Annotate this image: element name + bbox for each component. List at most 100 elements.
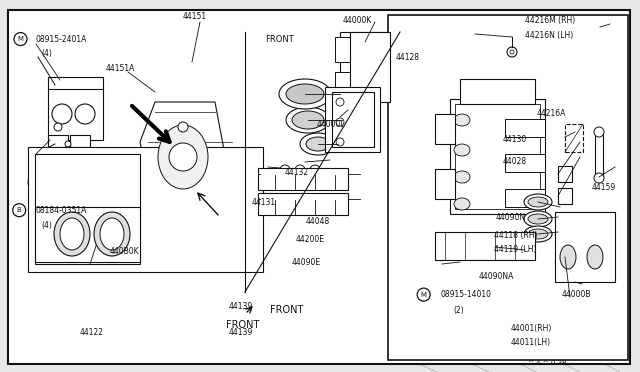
Text: 44119 (LH): 44119 (LH) [494, 246, 536, 254]
Bar [258, 193, 348, 215]
Ellipse shape [524, 194, 552, 210]
Text: 08184-0351A: 08184-0351A [35, 206, 86, 215]
Ellipse shape [279, 79, 331, 109]
Bar [340, 32, 385, 87]
Circle shape [65, 141, 71, 147]
Text: FRONT: FRONT [270, 305, 303, 315]
Ellipse shape [454, 171, 470, 183]
Circle shape [510, 50, 514, 54]
Text: 44216M (RH): 44216M (RH) [525, 16, 575, 25]
Text: 44000L: 44000L [317, 120, 346, 129]
Text: 44048: 44048 [306, 217, 330, 226]
Bar [48, 77, 103, 89]
Circle shape [295, 165, 305, 175]
Circle shape [507, 47, 517, 57]
Bar [460, 79, 535, 104]
Text: FRONT: FRONT [266, 35, 294, 44]
Ellipse shape [524, 211, 552, 227]
Bar [565, 124, 583, 152]
Text: 44216A: 44216A [536, 109, 566, 118]
Bar [555, 212, 615, 282]
Circle shape [336, 98, 344, 106]
Text: M: M [17, 36, 24, 42]
Text: 44090E: 44090E [291, 258, 321, 267]
Text: 44159: 44159 [592, 183, 616, 192]
Bar [450, 99, 545, 214]
Circle shape [336, 138, 344, 146]
Bar [388, 15, 628, 360]
Text: B: B [17, 207, 22, 213]
Text: 44216N (LH): 44216N (LH) [525, 31, 573, 40]
Text: 44139: 44139 [229, 328, 253, 337]
Circle shape [594, 173, 604, 183]
Text: 44151A: 44151A [106, 64, 135, 73]
Bar [325, 87, 380, 152]
Bar [505, 119, 545, 137]
Bar [332, 92, 374, 147]
Ellipse shape [454, 144, 470, 156]
Circle shape [14, 33, 27, 45]
Polygon shape [140, 102, 230, 217]
Bar [558, 188, 572, 204]
Circle shape [594, 127, 604, 137]
Circle shape [13, 204, 26, 217]
Circle shape [169, 143, 197, 171]
Bar [435, 114, 455, 144]
Ellipse shape [454, 114, 470, 126]
Text: 44028: 44028 [502, 157, 527, 166]
Text: 44090N: 44090N [496, 213, 526, 222]
Text: 44118 (RH): 44118 (RH) [494, 231, 538, 240]
Bar [28, 147, 263, 272]
Ellipse shape [286, 107, 330, 133]
Ellipse shape [158, 125, 208, 189]
Circle shape [310, 165, 320, 175]
Ellipse shape [94, 212, 130, 256]
Bar [505, 189, 545, 207]
Ellipse shape [286, 84, 324, 104]
Text: 440B0K: 440B0K [110, 247, 140, 256]
Text: ^ 4 ^ 0 3B: ^ 4 ^ 0 3B [528, 360, 567, 366]
Bar [335, 72, 350, 97]
Text: 44130: 44130 [502, 135, 527, 144]
Ellipse shape [454, 198, 470, 210]
Bar [355, 37, 385, 72]
Ellipse shape [528, 197, 548, 207]
Text: 44122: 44122 [80, 328, 104, 337]
Bar [335, 37, 350, 62]
Circle shape [178, 122, 188, 132]
Text: 44139: 44139 [229, 302, 253, 311]
Bar [35, 207, 140, 262]
Text: 44131: 44131 [252, 198, 276, 207]
Ellipse shape [60, 218, 84, 250]
Bar [350, 32, 390, 102]
Circle shape [75, 104, 95, 124]
Text: 44011(LH): 44011(LH) [511, 339, 551, 347]
Text: 44132: 44132 [285, 169, 309, 177]
Ellipse shape [54, 212, 90, 256]
Text: (2): (2) [453, 306, 464, 315]
Text: FRONT: FRONT [226, 320, 259, 330]
Bar [35, 154, 140, 264]
Circle shape [280, 165, 290, 175]
Ellipse shape [528, 214, 548, 224]
Ellipse shape [524, 226, 552, 242]
Ellipse shape [300, 133, 336, 155]
Circle shape [54, 123, 62, 131]
Ellipse shape [306, 137, 330, 151]
Bar [48, 88, 103, 140]
Text: 08915-14010: 08915-14010 [440, 290, 492, 299]
Ellipse shape [587, 245, 603, 269]
Circle shape [417, 288, 430, 301]
Ellipse shape [560, 245, 576, 269]
Text: 44151: 44151 [182, 12, 207, 21]
Text: 08915-2401A: 08915-2401A [35, 35, 86, 44]
Text: 44200E: 44200E [296, 235, 324, 244]
Bar [48, 135, 68, 147]
Bar [455, 104, 540, 209]
Text: (4): (4) [42, 221, 52, 230]
Bar [558, 166, 572, 182]
Bar [505, 154, 545, 172]
Ellipse shape [292, 111, 324, 129]
Bar [435, 232, 535, 260]
Bar [258, 168, 348, 190]
